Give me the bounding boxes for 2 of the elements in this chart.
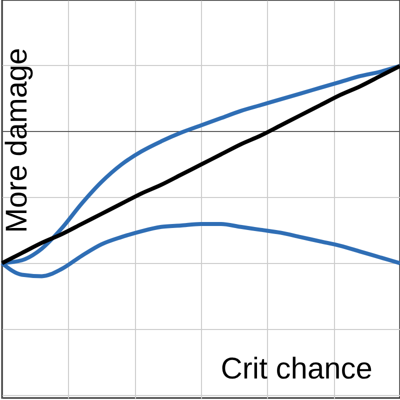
- x-axis-title: Crit chance: [220, 352, 372, 386]
- y-axis-title: More damage: [0, 48, 34, 234]
